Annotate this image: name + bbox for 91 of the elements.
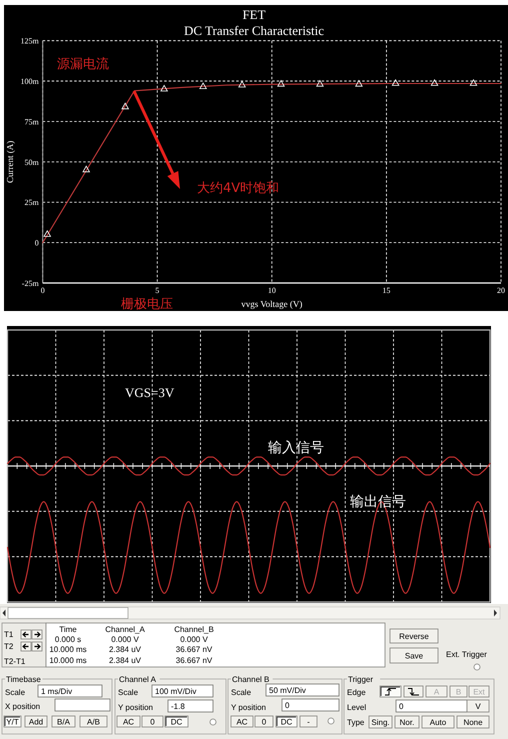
text: DC: [280, 718, 292, 726]
point: [470, 79, 478, 86]
line-series: [42, 82, 502, 244]
text: Time: [59, 625, 78, 634]
point: [392, 79, 400, 86]
y-tick-label: 50m: [24, 158, 40, 167]
y-tick-label: 75m: [24, 117, 40, 126]
text: AC: [236, 718, 248, 726]
text: 1 ms/Div: [41, 687, 72, 696]
x-tick-label: 15: [382, 286, 390, 295]
chart-title: FET: [242, 7, 266, 22]
point: [82, 166, 90, 172]
text: -1.8: [171, 702, 186, 711]
annotation: 大约4V时饱和: [197, 181, 280, 196]
text: 0: [262, 718, 267, 726]
text: VGS=3V: [125, 385, 175, 400]
text: 0: [399, 702, 404, 711]
text: Channel B: [232, 675, 270, 684]
text: 栅极电压: [121, 297, 173, 312]
point: [277, 80, 285, 87]
text: Channel_B: [174, 625, 214, 634]
y-tick-label: 25m: [24, 198, 40, 208]
series-label: 输出信号: [350, 494, 406, 510]
text: 100 mV/Div: [155, 687, 196, 696]
text: T2: [4, 642, 14, 651]
text: None: [463, 718, 484, 727]
text: B: [456, 688, 462, 696]
text: Save: [404, 652, 424, 660]
text: X position: [5, 702, 40, 711]
text: T1: [4, 630, 14, 639]
point: [355, 80, 363, 87]
x-tick-label: 10: [268, 286, 276, 295]
x-tick-label: 0: [40, 286, 45, 295]
point: [160, 85, 168, 92]
text: Type: [347, 718, 365, 727]
text: B/A: [57, 718, 71, 726]
text: T2-T1: [4, 657, 26, 666]
text: Edge: [347, 688, 366, 697]
text: 2.384 uV: [108, 645, 142, 654]
text: 10.000 ms: [49, 656, 87, 665]
text: Reverse: [399, 632, 430, 641]
text: 2.384 uV: [108, 656, 142, 665]
text: Ext. Trigger: [446, 650, 488, 659]
text: -: [307, 718, 310, 726]
chart-subtitle: DC Transfer Characteristic: [184, 23, 324, 38]
text: Sing.: [371, 718, 390, 727]
y-tick-label: 100m: [20, 77, 40, 86]
y-tick-label: -25m: [22, 279, 40, 288]
text: A/B: [87, 718, 100, 726]
text: Level: [347, 703, 366, 712]
text: 0.000 V: [111, 635, 140, 644]
text: Trigger: [348, 675, 374, 684]
x-tick-label: 20: [497, 286, 505, 295]
text: Add: [28, 718, 44, 726]
series-label: 输入信号: [268, 440, 324, 456]
text: Scale: [5, 688, 26, 697]
point: [122, 102, 129, 110]
text: 0: [285, 701, 290, 710]
text: Y/T: [6, 718, 19, 726]
y-tick-label: 0: [34, 238, 39, 248]
text: Nor.: [400, 718, 414, 727]
y-axis-title: Current (A): [5, 140, 15, 183]
text: V: [475, 702, 482, 711]
text: DC: [170, 718, 182, 726]
text: 36.667 nV: [176, 656, 213, 665]
text: Channel_A: [105, 625, 146, 634]
annotation: 源漏电流: [57, 56, 109, 72]
x-axis-title: vvgs Voltage (V): [241, 299, 302, 309]
text: Timebase: [6, 675, 42, 684]
point: [430, 79, 438, 86]
text: 0.000 V: [180, 635, 208, 644]
text: Y position: [231, 703, 266, 712]
text: 0.000 s: [54, 635, 82, 644]
text: Scale: [231, 688, 252, 697]
text: AC: [122, 718, 134, 726]
point: [316, 80, 324, 87]
point: [238, 81, 246, 88]
text: 50 mV/Div: [269, 686, 306, 695]
point: [199, 82, 207, 89]
text: 0: [150, 718, 156, 726]
text: Scale: [118, 688, 139, 697]
text: Channel A: [119, 675, 157, 684]
text: Ext: [473, 688, 486, 696]
text: Auto: [430, 718, 447, 727]
y-tick-label: 125m: [20, 36, 40, 46]
text: 36.667 nV: [176, 645, 213, 654]
text: A: [434, 688, 440, 696]
point: [44, 230, 51, 237]
text: 10.000 ms: [49, 645, 87, 654]
text: Y position: [118, 703, 153, 712]
x-tick-label: 5: [155, 286, 160, 295]
